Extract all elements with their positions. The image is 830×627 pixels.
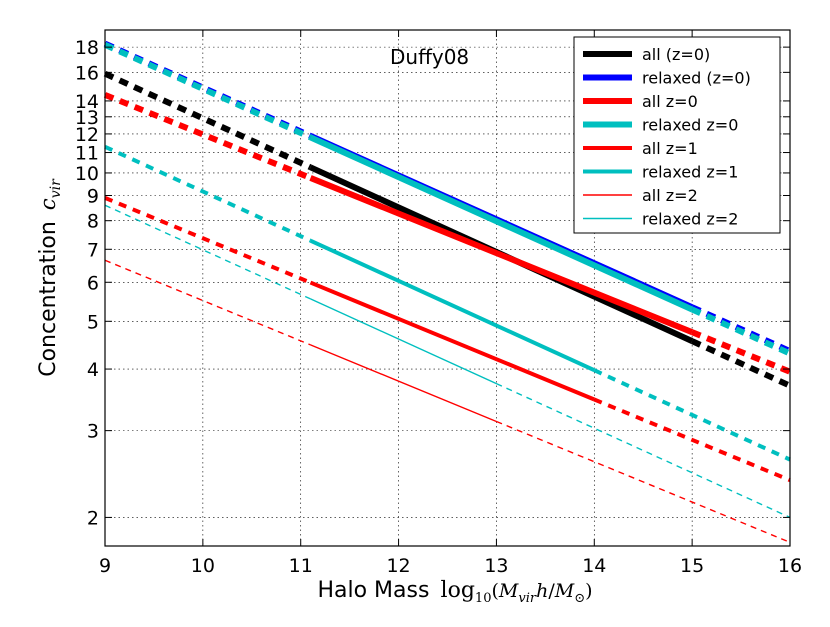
y-tick-label: 6: [87, 272, 99, 294]
legend-label: relaxed (z=0): [642, 69, 751, 88]
y-axis-label-text: Concentration: [36, 221, 61, 377]
series-line-dashed-left: [103, 92, 312, 181]
x-axis-label-sun: ⊙: [574, 591, 585, 606]
series-line-dashed-left: [103, 42, 312, 141]
y-axis-label: Concentration cvir: [36, 178, 64, 377]
series-5: [104, 144, 791, 462]
y-tick-label: 10: [75, 163, 99, 185]
x-tick-label: 12: [386, 555, 410, 577]
series-line-dashed-right: [690, 306, 792, 357]
series-line-dashed-right: [593, 368, 791, 462]
x-tick-label: 9: [99, 555, 111, 577]
x-axis-label-paren-close: ): [585, 580, 592, 602]
series-4: [104, 196, 791, 483]
y-tick-label: 18: [75, 37, 99, 59]
y-tick-label: 9: [87, 185, 99, 207]
legend-label: relaxed z=1: [642, 163, 738, 182]
series-line-dashed-right: [496, 382, 791, 519]
y-tick-label: 4: [87, 359, 99, 381]
series-layer: [103, 40, 792, 544]
x-axis-label-vir: vir: [518, 591, 537, 606]
legend: all (z=0) relaxed (z=0) all z=0 relaxed z=0…: [573, 36, 781, 234]
x-axis-label-slash: /: [548, 580, 555, 602]
y-axis-label-vir: vir: [48, 178, 64, 198]
x-axis-label-paren-open: (: [491, 580, 498, 602]
series-line-solid: [309, 238, 596, 373]
x-axis-label: Halo Mass log10(Mvirh/M⊙): [317, 578, 592, 606]
plot-frame: [104, 29, 791, 547]
series-line-solid: [310, 298, 497, 385]
x-tick-label: 11: [289, 555, 313, 577]
series-line-dashed-right: [691, 329, 792, 375]
y-tick-label: 13: [75, 107, 99, 129]
x-tick-label: 10: [191, 555, 215, 577]
series-line-dashed-right: [593, 397, 791, 483]
legend-label: relaxed z=2: [642, 210, 738, 229]
series-6: [104, 259, 791, 544]
x-tick-label: 15: [680, 555, 704, 577]
series-line-dashed-left: [103, 70, 312, 171]
y-tick-label: 14: [75, 91, 99, 113]
series-line-solid: [309, 134, 694, 313]
series-line-solid: [310, 344, 497, 423]
series-2: [103, 92, 792, 375]
y-tick-label: 3: [87, 421, 99, 443]
y-tick-label: 2: [87, 507, 99, 529]
y-tick-label: 11: [75, 143, 99, 165]
y-tick-label: 16: [75, 62, 99, 84]
y-axis-label-c: c: [36, 198, 60, 210]
x-axis-label-h: h: [536, 580, 548, 602]
series-line-solid: [309, 280, 596, 402]
series-line-dashed-left: [104, 196, 312, 285]
x-axis-label-log: log: [441, 578, 475, 603]
legend-label: all z=1: [642, 139, 698, 158]
series-line-solid: [309, 175, 694, 335]
series-3: [103, 42, 792, 357]
y-tick-label: 5: [87, 311, 99, 333]
x-axis-label-text: Halo Mass: [317, 578, 429, 603]
y-tick-label: 12: [75, 124, 99, 146]
legend-label: all (z=0): [642, 45, 710, 64]
legend-box: [573, 36, 781, 234]
legend-label: relaxed z=0: [642, 116, 738, 135]
x-axis-label-log-base: 10: [475, 591, 492, 606]
y-tick-label: 8: [87, 211, 99, 233]
x-tick-label: 13: [484, 555, 508, 577]
series-line-dashed-left: [104, 259, 311, 346]
series-line-dashed-left: [104, 144, 312, 243]
x-tick-label: 16: [778, 555, 802, 577]
legend-label: all z=0: [642, 92, 698, 111]
grid: [105, 30, 790, 546]
x-tick-label: 14: [582, 555, 606, 577]
legend-label: all z=2: [642, 186, 698, 205]
x-axis-label-m: M: [498, 580, 519, 602]
series-line-dashed-right: [496, 420, 791, 544]
y-tick-label: 7: [87, 239, 99, 261]
series-line-dashed-left: [104, 204, 311, 300]
x-axis-label-m2: M: [554, 580, 575, 602]
annotation-text: Duffy08: [390, 45, 469, 69]
series-7: [104, 204, 791, 519]
series-line-dashed-right: [690, 338, 792, 389]
